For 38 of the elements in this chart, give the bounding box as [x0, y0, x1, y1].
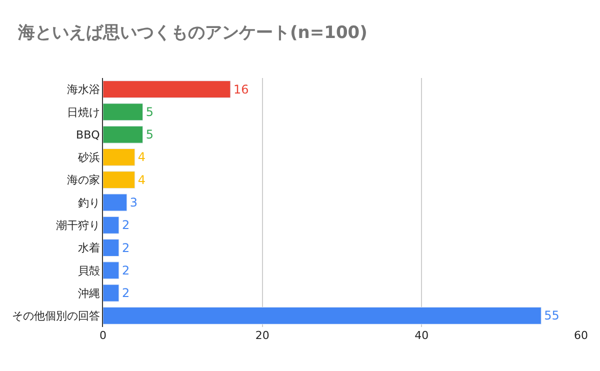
x-tick-label: 60 [574, 329, 588, 342]
data-label: 4 [138, 150, 146, 164]
bar [103, 148, 136, 166]
data-label: 2 [122, 240, 130, 255]
y-tick-label: 日焼け [66, 106, 100, 119]
x-tick-label: 20 [255, 329, 270, 342]
y-tick-label: 砂浜 [76, 151, 100, 164]
y-tick-label: 貝殻 [78, 264, 100, 278]
bar [103, 262, 120, 280]
x-tick-label: 0 [100, 329, 106, 342]
data-label: 3 [130, 196, 138, 210]
data-label: 5 [146, 104, 154, 119]
y-tick-label: 海水浴 [66, 83, 100, 96]
data-label: 55 [544, 308, 560, 323]
data-label: 5 [146, 128, 154, 142]
y-tick-label: 釣り [78, 196, 100, 210]
chart-title: 海といえば思いつくものアンケート(n=100) [17, 22, 368, 43]
y-tick-label: 水着 [78, 242, 100, 255]
bar [103, 216, 120, 234]
bar [103, 103, 144, 121]
data-label: 4 [138, 172, 146, 187]
y-tick-label: その他個別の回答 [12, 310, 100, 323]
bar [103, 126, 144, 144]
y-tick-label: 海の家 [66, 174, 100, 187]
bar [103, 239, 120, 257]
data-label: 2 [122, 286, 130, 300]
bar [103, 194, 128, 212]
y-tick-label: 潮干狩り [56, 218, 100, 232]
x-tick-label: 40 [414, 329, 429, 342]
y-tick-label: 沖縄 [78, 286, 100, 300]
data-label: 2 [122, 218, 130, 232]
data-label: 16 [233, 82, 249, 96]
bar [103, 171, 136, 189]
data-label: 2 [122, 263, 130, 278]
bar [103, 284, 120, 302]
bar [103, 80, 231, 98]
y-tick-label: BBQ [76, 128, 100, 142]
bar [103, 306, 542, 324]
